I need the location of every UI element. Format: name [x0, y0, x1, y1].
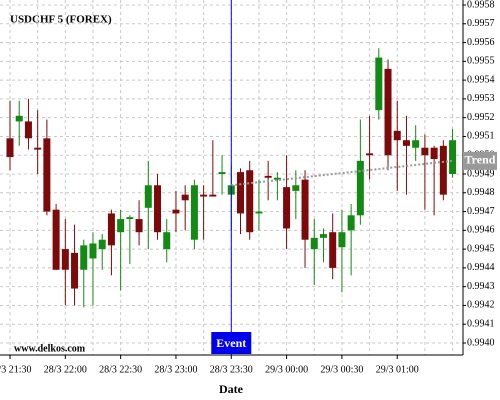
candle-body	[421, 147, 429, 156]
candle-body	[126, 217, 134, 220]
candle-body	[107, 213, 115, 246]
candle-body	[52, 209, 60, 270]
x-tick-label: 28/3 22:30	[99, 364, 142, 375]
candle-body	[356, 160, 364, 216]
candle-body	[117, 219, 125, 233]
candle-body	[347, 215, 355, 231]
trend-label: Trend	[465, 153, 496, 167]
candle-body	[237, 172, 244, 214]
x-tick-label: 29/3 01:00	[376, 364, 419, 375]
candle-body	[402, 140, 410, 146]
candle-body	[43, 138, 51, 212]
x-tick-label: 28/3 23:30	[210, 364, 253, 375]
y-tick-label: 0.9941	[467, 319, 495, 330]
y-tick-label: 0.9958	[467, 0, 495, 10]
y-tick-label: 0.9942	[467, 300, 495, 311]
trend-label-box	[463, 151, 497, 170]
candle-body	[218, 172, 226, 174]
x-axis-title: Date	[219, 382, 244, 396]
candle-body	[190, 185, 198, 240]
candle-body	[61, 249, 69, 270]
candle-body	[329, 232, 337, 268]
candle-body	[393, 130, 401, 141]
candle-body	[154, 185, 162, 233]
candle-body	[246, 170, 254, 233]
x-tick-label: 28/3 21:30	[0, 364, 32, 375]
x-tick-label: 28/3 22:00	[44, 364, 87, 375]
y-tick-label: 0.9951	[467, 131, 495, 142]
y-tick-label: 0.9944	[467, 262, 495, 273]
candle-body	[255, 211, 263, 214]
y-tick-label: 0.9955	[467, 56, 495, 67]
candle-body	[338, 232, 346, 248]
y-tick-label: 0.9945	[467, 243, 495, 254]
candle-body	[15, 115, 23, 122]
y-tick-label: 0.9953	[467, 93, 495, 104]
candle-body	[375, 57, 383, 111]
x-tick-label: 29/3 00:30	[320, 364, 363, 375]
candle-body	[292, 185, 300, 191]
marks	[6, 48, 457, 308]
y-tick-label: 0.9957	[467, 18, 495, 29]
y-tick-label: 0.9948	[467, 187, 495, 198]
candle-body	[80, 245, 88, 270]
candle-body	[135, 219, 143, 233]
candle-body	[301, 179, 309, 240]
y-tick-label: 0.9947	[467, 206, 495, 217]
y-tick-label: 0.9940	[467, 337, 495, 348]
y-tick-label: 0.9943	[467, 281, 495, 292]
x-tick-label: 28/3 23:00	[154, 364, 197, 375]
chart-title: USDCHF 5 (FOREX)	[10, 14, 112, 26]
candle-body	[264, 175, 272, 178]
y-tick-label: 0.9952	[467, 112, 495, 123]
candle-body	[172, 209, 180, 214]
candle-body	[6, 138, 14, 158]
candle-body	[200, 194, 208, 197]
x-tick-label: 29/3 00:00	[265, 364, 308, 375]
candle-body	[273, 177, 281, 180]
candle-body	[71, 252, 79, 289]
candle-body	[34, 147, 42, 150]
trend-line	[231, 159, 453, 187]
candle-body	[144, 185, 152, 208]
candle-body	[412, 140, 420, 148]
watermark: www.delkos.com	[14, 343, 86, 354]
event-label: Event	[216, 336, 246, 350]
candle-body	[319, 234, 327, 238]
candle-body	[310, 237, 318, 250]
candle-body	[439, 145, 447, 195]
y-tick-label: 0.9956	[467, 37, 495, 48]
candle-body	[209, 194, 217, 197]
candle-body	[449, 140, 457, 174]
y-tick-label: 0.9954	[467, 74, 495, 85]
y-tick-label: 0.9949	[467, 168, 495, 179]
candle-body	[384, 68, 392, 156]
y-tick-label: 0.9946	[467, 225, 495, 236]
candle-body	[163, 232, 171, 250]
candle-body	[24, 121, 32, 139]
candle-body	[283, 187, 291, 229]
candle-body	[430, 147, 438, 159]
candle-body	[89, 243, 97, 259]
candle-body	[98, 239, 106, 250]
candle-body	[181, 194, 189, 201]
event-label-box	[211, 332, 252, 354]
candle-body	[366, 153, 374, 156]
